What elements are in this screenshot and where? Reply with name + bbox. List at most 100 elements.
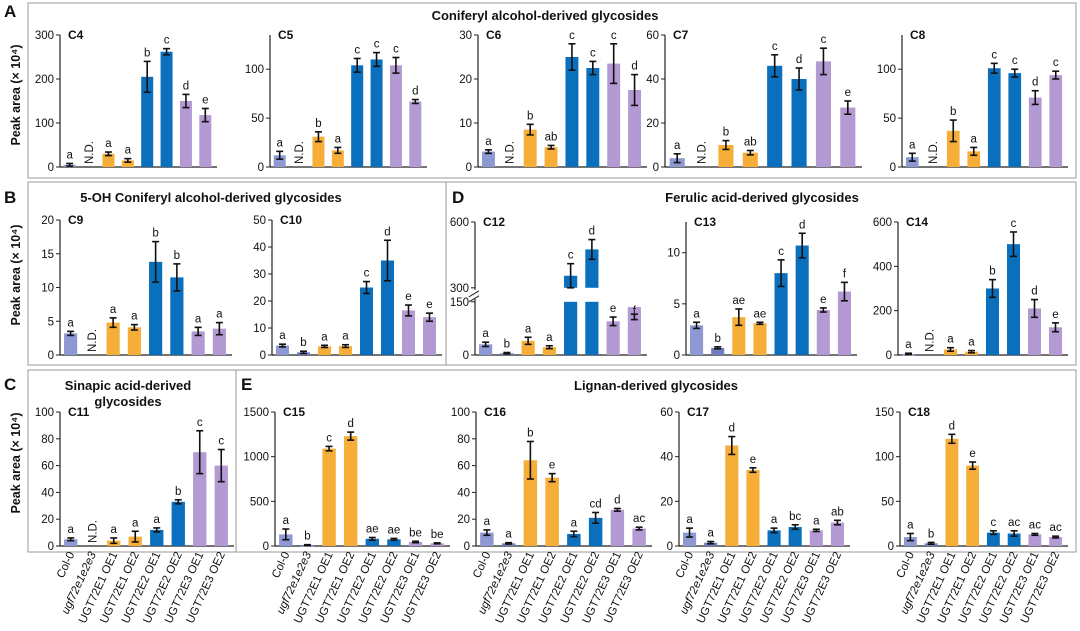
bar xyxy=(160,51,173,167)
bar xyxy=(830,522,844,546)
significance-letter: c xyxy=(991,49,997,61)
y-tick-label: 0 xyxy=(888,541,894,553)
significance-letter: d xyxy=(1031,286,1037,298)
bar xyxy=(586,68,600,167)
chart-title: C9 xyxy=(68,213,84,227)
panel-B-letter: B xyxy=(4,188,16,207)
y-tick-label: 0 xyxy=(258,162,264,174)
y-axis-label-row1: Peak area (× 10⁴) xyxy=(9,44,23,145)
significance-letter: c xyxy=(1053,57,1059,69)
y-axis-label-row2: Peak area (× 10⁴) xyxy=(9,224,23,325)
significance-letter: d xyxy=(729,423,735,435)
y-tick-label: 60 xyxy=(41,461,54,473)
bar xyxy=(149,261,163,355)
significance-letter: a xyxy=(813,515,820,527)
significance-letter: a xyxy=(154,514,161,526)
bar xyxy=(343,436,358,546)
significance-letter: f xyxy=(633,306,637,318)
significance-letter: a xyxy=(276,137,283,149)
y-tick-label: 200 xyxy=(873,306,892,318)
significance-letter: e xyxy=(426,299,432,311)
y-tick-label: 40 xyxy=(457,487,470,499)
chart-C10: 0 10 20 30 40 50 C10 a b a a c d e e xyxy=(253,213,442,362)
bar xyxy=(632,528,646,546)
panel-A-title: Coniferyl alcohol-derived glycosides xyxy=(432,8,659,23)
significance-letter: a xyxy=(195,313,202,325)
bar xyxy=(106,322,120,355)
bar xyxy=(408,541,423,546)
significance-letter: b xyxy=(152,228,158,240)
nd-label: N.D. xyxy=(87,329,99,352)
significance-letter: a xyxy=(905,339,912,351)
chart-C9: 0 5 10 15 20 C9 a N.D. a a b b a a xyxy=(41,213,232,362)
significance-letter: c xyxy=(590,47,596,59)
panel-B-title: 5-OH Coniferyl alcohol-derived glycoside… xyxy=(80,190,342,205)
bar xyxy=(380,260,395,355)
significance-letter: ac xyxy=(1029,519,1041,531)
bar xyxy=(1028,97,1042,167)
significance-letter: c xyxy=(326,432,332,444)
significance-letter: a xyxy=(321,331,328,343)
bar xyxy=(564,301,578,355)
y-tick-label: 10 xyxy=(667,248,680,260)
y-tick-label: 50 xyxy=(881,496,894,508)
x-category-label: Col-0 xyxy=(674,550,696,580)
chart-title: C15 xyxy=(283,405,305,419)
bar xyxy=(422,317,437,355)
axis-break-gap xyxy=(469,289,649,299)
significance-letter: be xyxy=(431,529,444,541)
nd-label: N.D. xyxy=(928,141,940,164)
x-category-label: Col-0 xyxy=(55,550,77,580)
bar xyxy=(1048,327,1063,355)
chart-C5: 0 50 100 C5 a N.D. b a c c c d xyxy=(245,28,427,174)
y-tick-label: 500 xyxy=(250,496,269,508)
significance-letter: ae xyxy=(388,524,401,536)
y-tick-label: 15 xyxy=(41,249,54,261)
bar xyxy=(275,345,290,355)
bar xyxy=(628,90,642,167)
significance-letter: a xyxy=(968,337,975,349)
y-tick-label: 100 xyxy=(35,407,54,419)
bar xyxy=(150,529,164,546)
bar xyxy=(430,543,444,546)
bar xyxy=(312,136,325,167)
significance-letter: b xyxy=(714,333,720,345)
significance-letter: ac xyxy=(633,513,645,525)
bar xyxy=(523,460,538,546)
bar xyxy=(389,65,402,167)
panel-A-frame xyxy=(27,2,1077,179)
y-tick-label: 10 xyxy=(459,118,472,130)
y-tick-label: 10 xyxy=(41,283,54,295)
panel-C-letter: C xyxy=(4,375,16,394)
bar xyxy=(767,530,781,546)
chart-title: C7 xyxy=(673,28,689,42)
bar xyxy=(683,532,697,546)
bar xyxy=(127,327,141,355)
chart-title: C17 xyxy=(687,405,709,419)
significance-letter: d xyxy=(949,420,955,432)
significance-letter: b xyxy=(950,106,956,118)
panel-A-letter: A xyxy=(4,2,16,21)
bar xyxy=(753,323,767,355)
y-tick-label: 20 xyxy=(457,514,470,526)
significance-letter: c xyxy=(364,268,370,280)
bar xyxy=(338,346,353,355)
nd-label: N.D. xyxy=(294,141,306,164)
significance-letter: b xyxy=(527,427,533,439)
bar xyxy=(179,101,192,167)
significance-letter: c xyxy=(197,417,203,429)
chart-title: C8 xyxy=(910,28,926,42)
bar xyxy=(742,152,758,167)
bar xyxy=(317,346,332,355)
bar xyxy=(840,107,856,167)
y-tick-label: 0 xyxy=(466,162,472,174)
bar xyxy=(214,465,228,546)
bar xyxy=(387,539,401,546)
significance-letter: b xyxy=(989,266,995,278)
y-tick-label: 100 xyxy=(875,452,894,464)
y-tick-label: 50 xyxy=(883,113,896,125)
